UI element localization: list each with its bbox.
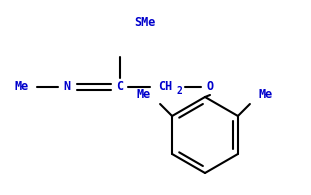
Text: O: O <box>207 81 214 93</box>
Text: N: N <box>63 81 71 93</box>
Text: 2: 2 <box>176 86 182 96</box>
Text: Me: Me <box>137 88 151 100</box>
Text: SMe: SMe <box>134 17 156 29</box>
Text: Me: Me <box>259 88 273 100</box>
Text: Me: Me <box>15 81 29 93</box>
Text: C: C <box>116 81 123 93</box>
Text: CH: CH <box>158 81 172 93</box>
